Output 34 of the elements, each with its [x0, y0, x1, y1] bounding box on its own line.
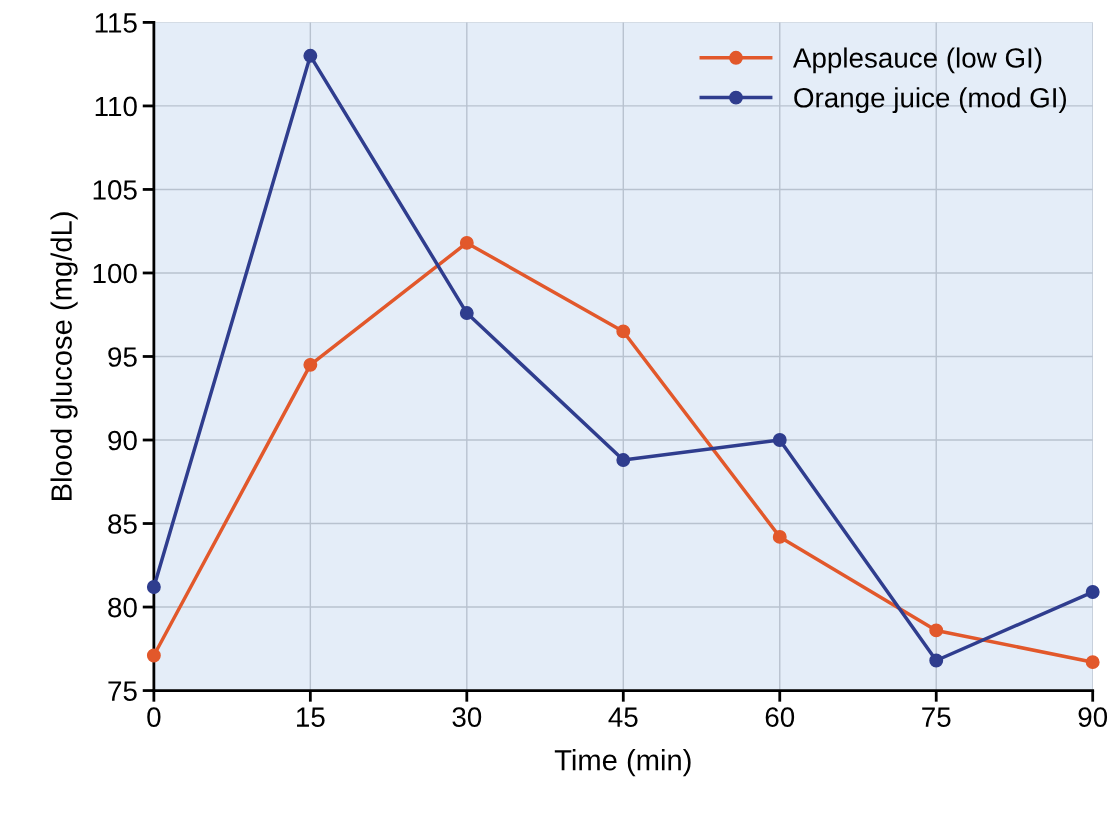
legend-label: Orange juice (mod GI) — [794, 87, 1066, 114]
y-tick-label: 75 — [108, 681, 137, 701]
y-tick-label: 105 — [93, 180, 137, 200]
x-tick-label: 45 — [608, 707, 638, 727]
y-tick-label: 115 — [95, 13, 137, 33]
x-tick-label: 0 — [147, 707, 161, 727]
x-tick-label: 30 — [452, 707, 482, 727]
point — [772, 529, 787, 544]
x-tick-label: 90 — [1078, 707, 1108, 727]
point — [929, 653, 944, 668]
x-tick-label: 15 — [297, 707, 325, 727]
point — [303, 48, 318, 63]
x-tick-label: 60 — [765, 707, 795, 727]
y-tick-label: 90 — [108, 430, 137, 451]
point — [616, 324, 631, 339]
point — [616, 453, 631, 467]
x-axis-title: Time (min) — [554, 749, 691, 777]
point — [146, 580, 161, 594]
point — [146, 648, 161, 663]
point — [459, 235, 474, 250]
y-tick-label: 80 — [108, 597, 137, 618]
point — [772, 433, 787, 447]
point — [929, 623, 944, 638]
y-axis-title: Blood glucose (mg/dL) — [50, 212, 78, 500]
point — [459, 306, 474, 321]
y-tick-label: 85 — [108, 514, 137, 534]
legend-label: Applesauce (low GI) — [792, 47, 1042, 74]
point — [303, 357, 318, 372]
x-tick-label: 75 — [922, 707, 951, 727]
y-tick-label: 95 — [108, 347, 137, 367]
point — [1085, 655, 1100, 670]
point — [1085, 585, 1100, 599]
y-tick-label: 110 — [95, 96, 137, 117]
y-tick-label: 100 — [93, 263, 137, 284]
